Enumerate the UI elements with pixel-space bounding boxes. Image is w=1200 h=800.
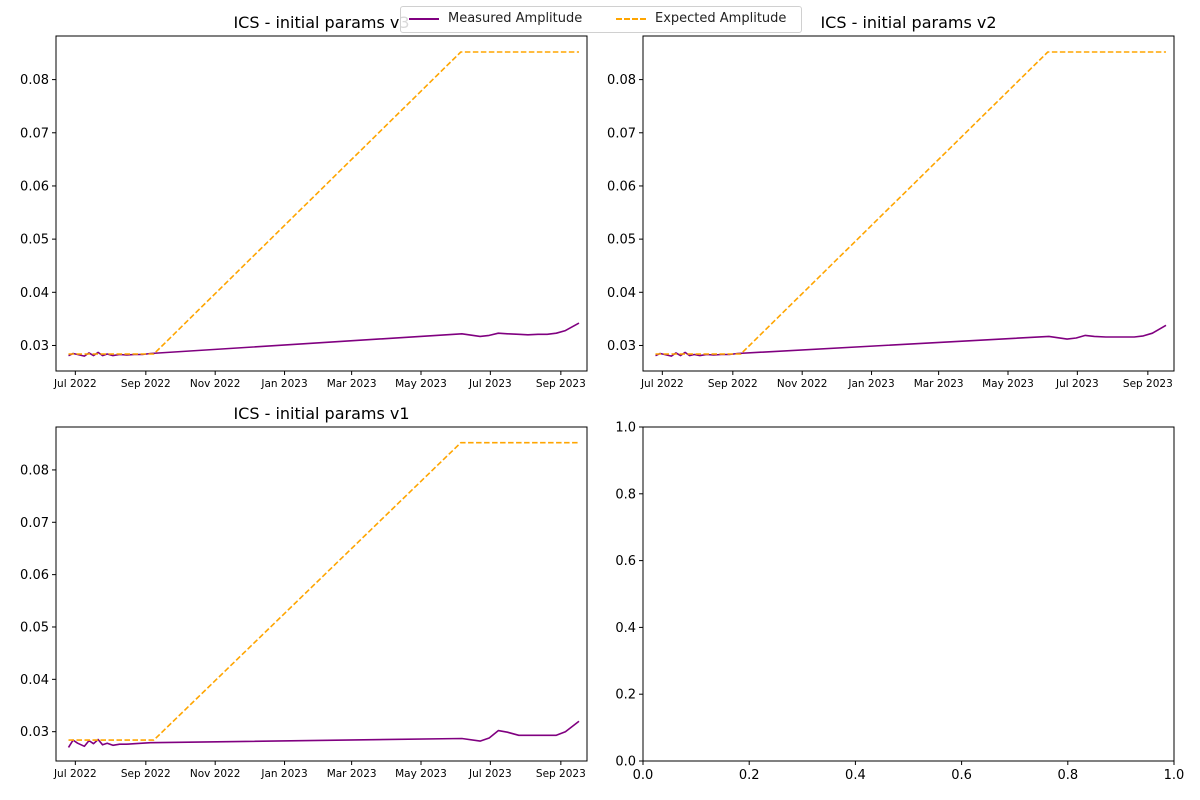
y-tick-label-3-4: 0.07 bbox=[20, 516, 49, 531]
axes-frame-1 bbox=[55, 35, 588, 372]
x-tick-label-2-0: Jul 2022 bbox=[640, 378, 684, 390]
x-tick-label-3-6: Jul 2023 bbox=[468, 768, 512, 780]
x-tick-label-2-6: Jul 2023 bbox=[1055, 378, 1099, 390]
x-tick-label-4-2: 0.4 bbox=[845, 768, 866, 783]
x-tick-label-4-3: 0.6 bbox=[951, 768, 972, 783]
expected-amplitude-line-2 bbox=[655, 51, 1166, 355]
legend-label-measured: Measured Amplitude bbox=[448, 11, 583, 26]
expected-amplitude-line-1 bbox=[68, 51, 579, 355]
x-tick-label-2-1: Sep 2022 bbox=[708, 378, 758, 390]
chart-title-3: ICS - initial params v1 bbox=[233, 404, 409, 423]
legend-item-expected: Expected Amplitude bbox=[616, 11, 786, 26]
x-tick-label-2-3: Jan 2023 bbox=[847, 378, 894, 390]
x-tick-label-1-1: Sep 2022 bbox=[121, 378, 171, 390]
axes-frame-3 bbox=[55, 426, 588, 762]
y-tick-label-3-3: 0.06 bbox=[20, 568, 49, 583]
x-tick-label-2-4: Mar 2023 bbox=[914, 378, 964, 390]
y-tick-label-1-2: 0.05 bbox=[20, 233, 49, 248]
figure-legend: Measured Amplitude Expected Amplitude bbox=[400, 6, 802, 33]
y-tick-label-2-3: 0.06 bbox=[607, 179, 636, 194]
y-tick-label-3-2: 0.05 bbox=[20, 620, 49, 635]
x-tick-label-3-2: Nov 2022 bbox=[190, 768, 241, 780]
x-tick-label-3-4: Mar 2023 bbox=[327, 768, 377, 780]
expected-amplitude-line-3 bbox=[68, 441, 579, 741]
legend-item-measured: Measured Amplitude bbox=[409, 11, 582, 26]
x-tick-label-1-4: Mar 2023 bbox=[327, 378, 377, 390]
x-tick-label-1-0: Jul 2022 bbox=[53, 378, 97, 390]
x-tick-label-1-6: Jul 2023 bbox=[468, 378, 512, 390]
y-tick-label-2-4: 0.07 bbox=[607, 126, 636, 141]
measured-amplitude-line-3 bbox=[67, 720, 580, 748]
y-tick-label-4-3: 0.6 bbox=[615, 554, 636, 569]
x-tick-label-1-2: Nov 2022 bbox=[190, 378, 241, 390]
x-tick-label-3-0: Jul 2022 bbox=[53, 768, 97, 780]
x-tick-label-3-5: May 2023 bbox=[395, 768, 447, 780]
y-tick-label-1-3: 0.06 bbox=[20, 179, 49, 194]
x-tick-label-1-5: May 2023 bbox=[395, 378, 447, 390]
legend-swatch-expected bbox=[616, 17, 646, 20]
axes-frame-4 bbox=[642, 426, 1175, 762]
x-tick-label-4-0: 0.0 bbox=[633, 768, 654, 783]
y-tick-label-1-5: 0.08 bbox=[20, 73, 49, 88]
x-tick-label-4-5: 1.0 bbox=[1164, 768, 1185, 783]
y-tick-label-2-0: 0.03 bbox=[607, 339, 636, 354]
y-tick-label-3-5: 0.08 bbox=[20, 463, 49, 478]
y-tick-label-3-1: 0.04 bbox=[20, 673, 49, 688]
y-tick-label-1-0: 0.03 bbox=[20, 339, 49, 354]
y-tick-label-4-2: 0.4 bbox=[615, 621, 636, 636]
y-tick-label-4-4: 0.8 bbox=[615, 487, 636, 502]
y-tick-label-2-5: 0.08 bbox=[607, 73, 636, 88]
y-tick-label-2-1: 0.04 bbox=[607, 286, 636, 301]
x-tick-label-1-7: Sep 2023 bbox=[536, 378, 586, 390]
legend-swatch-measured bbox=[409, 17, 439, 20]
chart-title-1: ICS - initial params v3 bbox=[233, 13, 409, 32]
x-tick-label-4-1: 0.2 bbox=[739, 768, 760, 783]
y-tick-label-4-5: 1.0 bbox=[615, 421, 636, 436]
x-tick-label-3-3: Jan 2023 bbox=[260, 768, 307, 780]
chart-title-2: ICS - initial params v2 bbox=[820, 13, 996, 32]
x-tick-label-2-5: May 2023 bbox=[982, 378, 1034, 390]
y-tick-label-4-0: 0.0 bbox=[615, 755, 636, 770]
x-tick-label-3-1: Sep 2022 bbox=[121, 768, 171, 780]
y-tick-label-4-1: 0.2 bbox=[615, 688, 636, 703]
y-tick-label-2-2: 0.05 bbox=[607, 233, 636, 248]
x-tick-label-2-2: Nov 2022 bbox=[777, 378, 828, 390]
x-tick-label-2-7: Sep 2023 bbox=[1123, 378, 1173, 390]
y-tick-label-1-4: 0.07 bbox=[20, 126, 49, 141]
x-tick-label-3-7: Sep 2023 bbox=[536, 768, 586, 780]
x-tick-label-1-3: Jan 2023 bbox=[260, 378, 307, 390]
axes-frame-2 bbox=[642, 35, 1175, 372]
x-tick-label-4-4: 0.8 bbox=[1057, 768, 1078, 783]
y-tick-label-1-1: 0.04 bbox=[20, 286, 49, 301]
y-tick-label-3-0: 0.03 bbox=[20, 725, 49, 740]
legend-label-expected: Expected Amplitude bbox=[655, 11, 787, 26]
